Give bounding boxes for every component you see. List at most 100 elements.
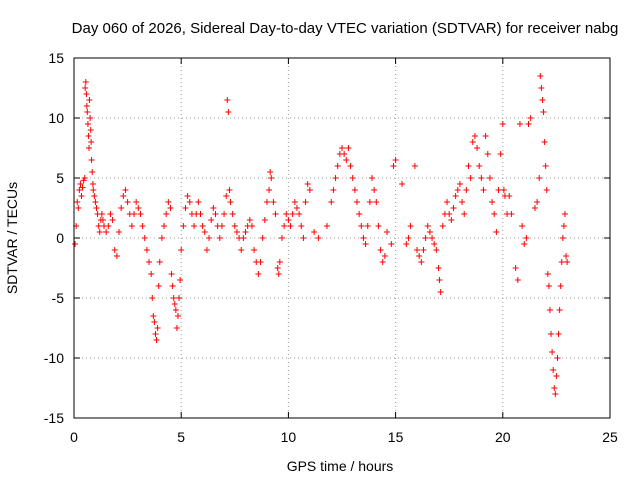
- data-point: [285, 217, 292, 223]
- data-point: [163, 211, 170, 217]
- data-point: [379, 259, 386, 265]
- data-point: [429, 235, 436, 241]
- data-point: [226, 187, 233, 193]
- data-point: [343, 157, 350, 163]
- data-point: [76, 187, 83, 193]
- data-point: [152, 331, 159, 337]
- data-point: [120, 193, 127, 199]
- data-point: [527, 115, 534, 121]
- data-point: [420, 247, 427, 253]
- data-point: [302, 199, 309, 205]
- data-point: [345, 145, 352, 151]
- data-point: [216, 235, 223, 241]
- data-point: [553, 373, 560, 379]
- data-point: [195, 199, 202, 205]
- data-point: [293, 205, 300, 211]
- x-tick-label: 15: [388, 429, 404, 445]
- data-point: [259, 235, 266, 241]
- data-point: [471, 133, 478, 139]
- data-point: [246, 217, 253, 223]
- data-point: [306, 187, 313, 193]
- data-point: [559, 235, 566, 241]
- data-point: [84, 109, 91, 115]
- data-point: [208, 217, 215, 223]
- y-tick-label: -10: [44, 350, 64, 366]
- data-point: [482, 133, 489, 139]
- data-point: [173, 325, 180, 331]
- data-point: [238, 247, 245, 253]
- data-points: [72, 73, 571, 397]
- data-point: [150, 313, 157, 319]
- data-point: [88, 139, 95, 145]
- data-point: [541, 139, 548, 145]
- data-point: [465, 163, 472, 169]
- data-point: [131, 211, 138, 217]
- data-point: [266, 187, 273, 193]
- data-point: [74, 199, 81, 205]
- data-point: [153, 337, 160, 343]
- data-point: [418, 259, 425, 265]
- data-point: [191, 223, 198, 229]
- data-point: [323, 223, 330, 229]
- data-point: [79, 184, 86, 191]
- data-point: [405, 235, 412, 241]
- data-point: [474, 145, 481, 151]
- data-point: [172, 307, 179, 313]
- data-point: [366, 199, 373, 205]
- data-point: [89, 169, 96, 175]
- data-point: [72, 241, 79, 247]
- data-point: [118, 205, 125, 211]
- y-tick-label: 15: [48, 50, 64, 66]
- data-point: [463, 187, 470, 193]
- data-point: [392, 157, 399, 163]
- x-axis-label: GPS time / hours: [287, 458, 394, 474]
- data-point: [87, 127, 94, 133]
- data-point: [296, 211, 303, 217]
- data-point: [270, 199, 277, 205]
- data-point: [165, 199, 172, 205]
- data-point: [330, 187, 337, 193]
- data-point: [461, 211, 468, 217]
- data-point: [431, 241, 438, 247]
- data-point: [263, 199, 270, 205]
- data-point: [287, 223, 294, 229]
- data-point: [86, 97, 93, 103]
- data-point: [459, 199, 466, 205]
- data-point: [444, 199, 451, 205]
- data-point: [373, 199, 380, 205]
- data-point: [199, 223, 206, 229]
- data-point: [334, 163, 341, 169]
- data-point: [360, 235, 367, 241]
- data-point: [544, 271, 551, 277]
- data-point: [242, 229, 249, 235]
- data-point: [87, 115, 94, 121]
- data-point: [433, 247, 440, 253]
- data-point: [276, 259, 283, 265]
- data-point: [103, 229, 110, 235]
- data-point: [416, 253, 423, 259]
- data-point: [548, 331, 555, 337]
- data-point: [362, 241, 369, 247]
- data-point: [85, 133, 92, 139]
- data-point: [437, 289, 444, 295]
- data-point: [469, 139, 476, 145]
- data-point: [311, 229, 318, 235]
- data-point: [546, 307, 553, 313]
- data-point: [454, 187, 461, 193]
- data-point: [169, 283, 176, 289]
- data-point: [521, 241, 528, 247]
- y-axis-label: SDTVAR / TECUs: [4, 182, 20, 294]
- data-point: [435, 265, 442, 271]
- data-point: [403, 241, 410, 247]
- data-point: [381, 253, 388, 259]
- data-point: [422, 235, 429, 241]
- data-point: [551, 385, 558, 391]
- data-point: [411, 163, 418, 169]
- data-point: [534, 199, 541, 205]
- data-point: [139, 223, 146, 229]
- data-point: [122, 187, 129, 193]
- data-point: [300, 235, 307, 241]
- data-point: [99, 217, 106, 223]
- data-point: [375, 223, 382, 229]
- data-point: [109, 217, 116, 223]
